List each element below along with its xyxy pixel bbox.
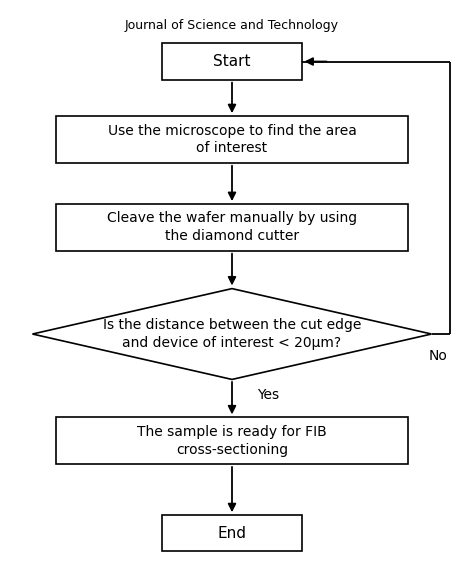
Text: Is the distance between the cut edge
and device of interest < 20μm?: Is the distance between the cut edge and… [103, 318, 360, 350]
Text: Use the microscope to find the area
of interest: Use the microscope to find the area of i… [107, 124, 356, 155]
Bar [162, 43, 301, 80]
Text: Journal of Science and Technology: Journal of Science and Technology [125, 19, 338, 32]
Text: Start: Start [213, 54, 250, 69]
Bar [56, 116, 407, 163]
Text: End: End [217, 526, 246, 541]
Text: The sample is ready for FIB
cross-sectioning: The sample is ready for FIB cross-sectio… [137, 425, 326, 456]
Bar [162, 515, 301, 551]
Text: No: No [428, 349, 447, 363]
Polygon shape [32, 289, 431, 380]
Bar [56, 204, 407, 251]
Text: Cleave the wafer manually by using
the diamond cutter: Cleave the wafer manually by using the d… [106, 212, 357, 243]
Text: Yes: Yes [257, 388, 279, 402]
Bar [56, 417, 407, 464]
